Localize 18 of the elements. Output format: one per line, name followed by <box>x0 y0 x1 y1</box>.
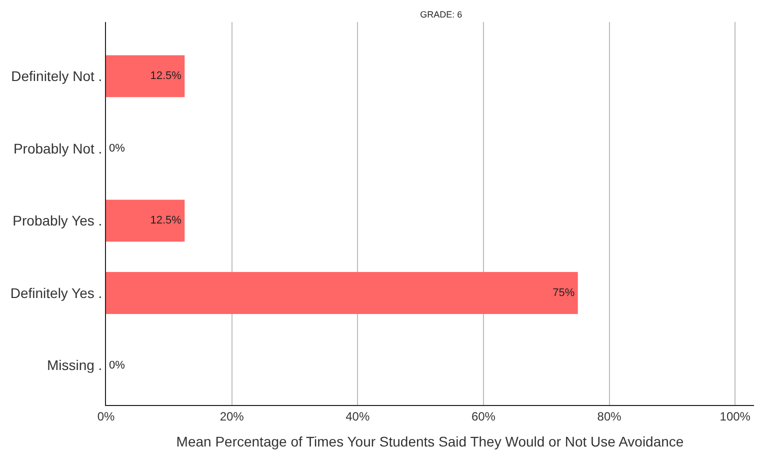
x-tick-label: 80% <box>597 409 622 424</box>
data-label: 12.5% <box>150 70 182 82</box>
chart-title: GRADE: 6 <box>420 10 462 20</box>
y-tick-label: Definitely Yes . <box>10 284 102 301</box>
x-tick-label: 40% <box>346 409 370 424</box>
y-tick-label: Probably Yes . <box>12 212 102 229</box>
data-label: 12.5% <box>150 214 182 227</box>
x-tick-label: 20% <box>220 409 244 424</box>
y-tick-label: Missing . <box>46 357 102 374</box>
y-tick-label: Definitely Not . <box>11 68 102 84</box>
x-tick-label: 60% <box>471 409 496 424</box>
x-tick-label: 0% <box>97 409 115 424</box>
data-label: 75% <box>552 286 575 299</box>
data-label: 0% <box>109 142 126 154</box>
y-tick-label: Probably Not . <box>13 140 102 156</box>
x-tick-label: 100% <box>720 409 751 424</box>
data-label: 0% <box>109 359 126 372</box>
x-axis-title: Mean Percentage of Times Your Students Said They Would or Not Use Avoidance <box>176 434 684 450</box>
